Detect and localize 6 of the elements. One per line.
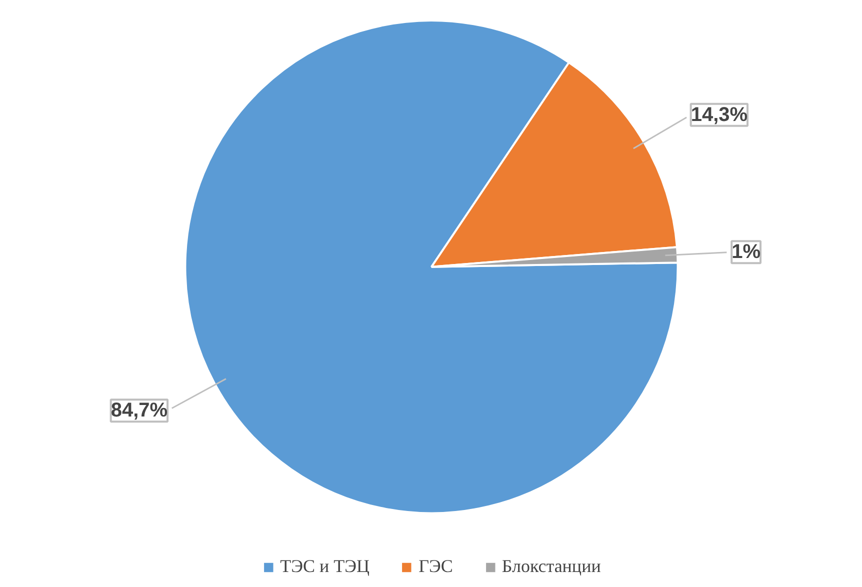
legend-label: ТЭС и ТЭЦ — [280, 556, 370, 577]
data-label: 84,7% — [110, 400, 168, 422]
legend-label: ГЭС — [418, 556, 453, 577]
legend-label: Блокстанции — [502, 556, 601, 577]
data-label: 1% — [732, 241, 761, 264]
data-label: 14,3% — [690, 104, 748, 126]
